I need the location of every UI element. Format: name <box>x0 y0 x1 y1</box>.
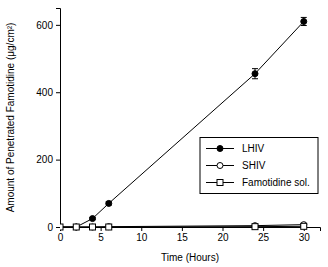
series-line <box>60 226 304 228</box>
x-axis-title: Time (Hours) <box>161 252 219 263</box>
tick-label: 600 <box>36 20 53 31</box>
error-cap <box>252 68 258 69</box>
plot: 0 5 10 15 20 25 30 0 200 400 600 LHIV SHIV Famotidine… <box>36 9 320 244</box>
legend-label: Famotidine sol. <box>242 177 310 188</box>
y-axis-title: Amount of Penetrated Famotidine (μg/cm²) <box>5 23 16 213</box>
error-bar <box>301 17 307 25</box>
series-line <box>60 225 304 227</box>
error-cap <box>301 17 307 18</box>
marker <box>252 71 258 77</box>
tick-label: 5 <box>98 232 104 243</box>
error-cap <box>301 25 307 26</box>
x-axis: 0 5 10 15 20 25 30 <box>58 227 321 243</box>
marker <box>73 224 79 230</box>
tick-mark <box>101 227 102 231</box>
tick-mark <box>56 160 60 161</box>
tick: 0 <box>47 222 60 233</box>
marker <box>301 223 307 229</box>
tick-mark <box>182 227 183 231</box>
tick: 20 <box>217 227 229 243</box>
marker <box>73 224 79 230</box>
marker <box>252 224 258 230</box>
marker <box>73 224 79 230</box>
tick: 25 <box>258 227 270 243</box>
legend-marker <box>217 163 223 169</box>
tick-mark <box>263 227 264 231</box>
tick-label: 30 <box>299 232 311 243</box>
chart: 0 5 10 15 20 25 30 0 200 400 600 LHIV SHIV Famotidine… <box>0 0 328 267</box>
marker <box>106 224 112 230</box>
tick-label: 20 <box>217 232 229 243</box>
tick-mark <box>141 227 142 231</box>
tick: 10 <box>136 227 148 243</box>
tick-mark <box>223 227 224 231</box>
legend-label: LHIV <box>242 143 265 154</box>
legend-marker <box>217 180 223 186</box>
y-axis: 0 200 400 600 <box>36 9 60 233</box>
tick-label: 25 <box>258 232 270 243</box>
axis-line <box>56 9 61 228</box>
marker <box>90 224 96 230</box>
marker <box>90 216 96 222</box>
tick: 600 <box>36 20 60 31</box>
tick-label: 15 <box>177 232 189 243</box>
marker <box>106 224 112 230</box>
axis-line <box>61 228 321 232</box>
marks <box>60 17 307 230</box>
marker <box>60 224 63 230</box>
tick: 15 <box>177 227 189 243</box>
marker <box>60 224 63 230</box>
tick-label: 0 <box>47 222 53 233</box>
series-line <box>60 21 304 227</box>
marker <box>60 224 63 230</box>
marker <box>90 224 96 230</box>
tick: 200 <box>36 154 60 165</box>
marker <box>106 200 112 206</box>
tick-label: 0 <box>58 232 64 243</box>
tick: 400 <box>36 87 60 98</box>
tick-label: 10 <box>136 232 148 243</box>
legend-marker <box>217 146 223 152</box>
tick-mark <box>56 227 60 228</box>
legend: LHIV SHIV Famotidine sol. <box>200 138 318 194</box>
tick-mark <box>56 92 60 93</box>
legend-label: SHIV <box>242 160 266 171</box>
marker <box>301 18 307 24</box>
tick-mark <box>56 25 60 26</box>
tick-label: 400 <box>36 87 53 98</box>
error-cap <box>252 78 258 79</box>
tick-label: 200 <box>36 154 53 165</box>
tick: 5 <box>98 227 104 243</box>
error-bar <box>252 69 258 79</box>
legend-box <box>200 138 318 194</box>
